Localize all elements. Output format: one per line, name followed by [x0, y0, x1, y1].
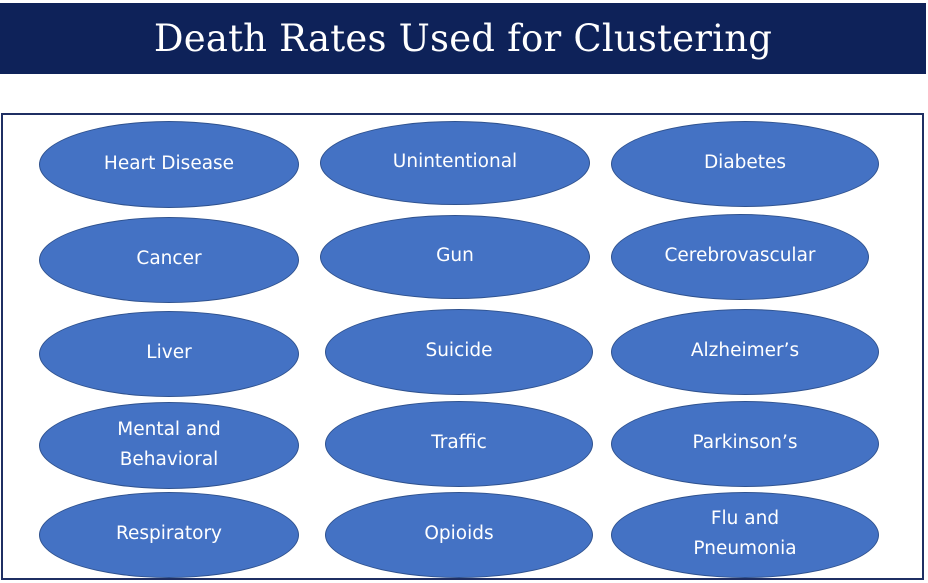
category-label: Unintentional — [392, 151, 518, 172]
category-label: Heart Disease — [103, 152, 235, 174]
category-liver: Liver — [39, 311, 299, 397]
category-gun: Gun — [320, 215, 590, 299]
category-label: Respiratory — [116, 523, 222, 544]
category-mental-and-behavioral: Mental and Behavioral — [39, 402, 299, 489]
category-parkinsons: Parkinson’s — [611, 401, 879, 487]
category-unintentional: Unintentional — [320, 121, 590, 205]
category-cerebrovascular: Cerebrovascular — [611, 214, 869, 300]
category-flu-and-pneumonia: Flu and Pneumonia — [611, 492, 879, 578]
category-label: Opioids — [424, 523, 494, 544]
category-label: Traffic — [431, 432, 487, 453]
category-label: Cerebrovascular — [664, 245, 816, 266]
category-label: Gun — [436, 245, 474, 266]
category-diabetes: Diabetes — [611, 121, 879, 207]
category-suicide: Suicide — [325, 309, 593, 395]
page-title: Death Rates Used for Clustering — [153, 17, 773, 60]
category-label: Cancer — [136, 248, 202, 269]
category-heart-disease: Heart Disease — [39, 121, 299, 208]
category-label: Flu and Pneumonia — [693, 508, 797, 559]
category-traffic: Traffic — [325, 401, 593, 487]
title-banner: Death Rates Used for Clustering — [0, 3, 926, 74]
category-label: Liver — [146, 342, 192, 363]
category-opioids: Opioids — [325, 492, 593, 578]
category-cancer: Cancer — [39, 217, 299, 303]
category-label: Diabetes — [703, 152, 787, 173]
category-label: Suicide — [425, 340, 493, 361]
category-label: Mental and Behavioral — [117, 418, 221, 470]
category-alzheimers: Alzheimer’s — [611, 309, 879, 395]
category-label: Alzheimer’s — [690, 340, 800, 361]
category-respiratory: Respiratory — [39, 492, 299, 578]
category-label: Parkinson’s — [692, 432, 798, 453]
